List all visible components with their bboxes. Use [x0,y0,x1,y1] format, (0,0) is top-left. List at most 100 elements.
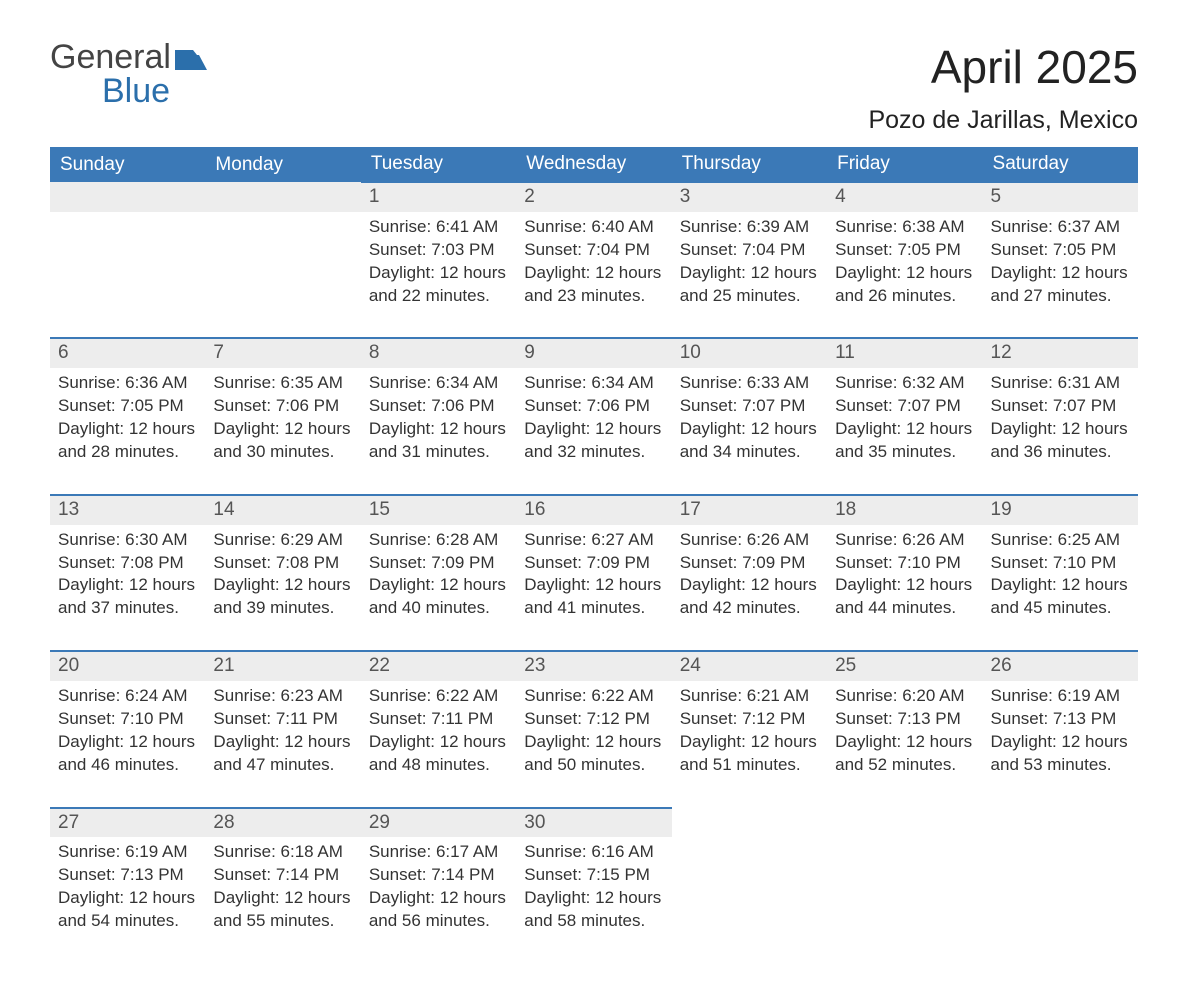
day-number-cell: 7 [205,338,360,368]
sunset-line-value: 7:09 PM [587,553,650,572]
sunset-line: Sunset: 7:05 PM [991,239,1130,262]
day-body-cell: Sunrise: 6:20 AMSunset: 7:13 PMDaylight:… [827,681,982,808]
sunrise-line-value: 6:37 AM [1058,217,1120,236]
sunrise-line-label: Sunrise: [213,373,275,392]
sunrise-line-value: 6:35 AM [281,373,343,392]
sunrise-line-label: Sunrise: [991,217,1053,236]
day-number-cell: 23 [516,651,671,681]
daylight-label: Daylight: [369,888,435,907]
day-number-cell: 8 [361,338,516,368]
logo-line-1: General [50,40,207,74]
sunset-line-label: Sunset: [524,240,582,259]
day-body-cell: Sunrise: 6:26 AMSunset: 7:09 PMDaylight:… [672,525,827,652]
sunset-line-value: 7:12 PM [742,709,805,728]
sunset-line: Sunset: 7:12 PM [680,708,819,731]
sunset-line: Sunset: 7:10 PM [991,552,1130,575]
daylight-line: Daylight: 12 hours and 28 minutes. [58,418,197,464]
day-number: 29 [369,812,390,833]
sunrise-line-value: 6:24 AM [125,686,187,705]
sunrise-line-value: 6:27 AM [591,530,653,549]
sunset-line: Sunset: 7:05 PM [58,395,197,418]
day-number: 5 [991,186,1002,207]
daylight-label: Daylight: [58,732,124,751]
sunrise-line-label: Sunrise: [991,686,1053,705]
day-number-cell: 15 [361,495,516,525]
weekday-header: Tuesday [361,147,516,182]
logo-word-1: General [50,40,171,74]
daylight-line: Daylight: 12 hours and 54 minutes. [58,887,197,933]
day-number: 21 [213,655,234,676]
day-number-cell [827,808,982,838]
daylight-line: Daylight: 12 hours and 44 minutes. [835,574,974,620]
sunrise-line-label: Sunrise: [835,686,897,705]
daylight-line: Daylight: 12 hours and 42 minutes. [680,574,819,620]
sunset-line: Sunset: 7:08 PM [58,552,197,575]
sunrise-line-value: 6:23 AM [281,686,343,705]
day-number: 17 [680,499,701,520]
sunrise-line-value: 6:32 AM [902,373,964,392]
day-number-cell: 21 [205,651,360,681]
day-number: 3 [680,186,691,207]
daylight-line: Daylight: 12 hours and 52 minutes. [835,731,974,777]
logo: General Blue [50,40,207,108]
sunrise-line: Sunrise: 6:18 AM [213,841,352,864]
day-number-cell: 24 [672,651,827,681]
day-body-cell [50,212,205,339]
day-number: 6 [58,342,69,363]
day-body-cell: Sunrise: 6:31 AMSunset: 7:07 PMDaylight:… [983,368,1138,495]
sunset-line-value: 7:06 PM [431,396,494,415]
sunset-line-value: 7:12 PM [587,709,650,728]
sunset-line-label: Sunset: [369,709,427,728]
day-number-cell [205,182,360,212]
sunset-line-label: Sunset: [369,865,427,884]
sunrise-line-label: Sunrise: [524,842,586,861]
daylight-line: Daylight: 12 hours and 23 minutes. [524,262,663,308]
day-number: 12 [991,342,1012,363]
day-number: 26 [991,655,1012,676]
day-number-cell: 18 [827,495,982,525]
weekday-header: Monday [205,147,360,182]
sunset-line-value: 7:13 PM [120,865,183,884]
sunset-line: Sunset: 7:14 PM [369,864,508,887]
day-number: 25 [835,655,856,676]
sunset-line-label: Sunset: [524,396,582,415]
daylight-label: Daylight: [369,732,435,751]
sunrise-line: Sunrise: 6:16 AM [524,841,663,864]
sunrise-line-label: Sunrise: [524,530,586,549]
sunset-line-value: 7:04 PM [742,240,805,259]
sunset-line-label: Sunset: [835,240,893,259]
sunset-line-value: 7:09 PM [431,553,494,572]
sunset-line-value: 7:07 PM [898,396,961,415]
sunset-line-value: 7:05 PM [898,240,961,259]
day-body-cell [672,837,827,963]
logo-word-2: Blue [50,74,207,108]
sunrise-line: Sunrise: 6:17 AM [369,841,508,864]
daylight-label: Daylight: [58,419,124,438]
sunrise-line: Sunrise: 6:41 AM [369,216,508,239]
daylight-line: Daylight: 12 hours and 26 minutes. [835,262,974,308]
sunrise-line-value: 6:38 AM [902,217,964,236]
sunset-line-label: Sunset: [835,709,893,728]
day-number: 22 [369,655,390,676]
sunrise-line-value: 6:26 AM [747,530,809,549]
sunrise-line-value: 6:19 AM [125,842,187,861]
sunrise-line-label: Sunrise: [835,373,897,392]
sunrise-line-label: Sunrise: [835,530,897,549]
day-number-row: 12345 [50,182,1138,212]
daylight-line: Daylight: 12 hours and 22 minutes. [369,262,508,308]
daylight-line: Daylight: 12 hours and 37 minutes. [58,574,197,620]
sunrise-line-label: Sunrise: [58,842,120,861]
sunrise-line-label: Sunrise: [680,217,742,236]
day-body-cell: Sunrise: 6:33 AMSunset: 7:07 PMDaylight:… [672,368,827,495]
sunrise-line: Sunrise: 6:25 AM [991,529,1130,552]
sunrise-line-value: 6:31 AM [1058,373,1120,392]
sunrise-line: Sunrise: 6:20 AM [835,685,974,708]
sunset-line-value: 7:14 PM [431,865,494,884]
sunrise-line-label: Sunrise: [680,530,742,549]
sunset-line-value: 7:10 PM [898,553,961,572]
sunset-line-value: 7:11 PM [431,709,493,728]
day-number-cell: 25 [827,651,982,681]
day-body-cell: Sunrise: 6:25 AMSunset: 7:10 PMDaylight:… [983,525,1138,652]
sunset-line-label: Sunset: [213,396,271,415]
daylight-label: Daylight: [991,732,1057,751]
